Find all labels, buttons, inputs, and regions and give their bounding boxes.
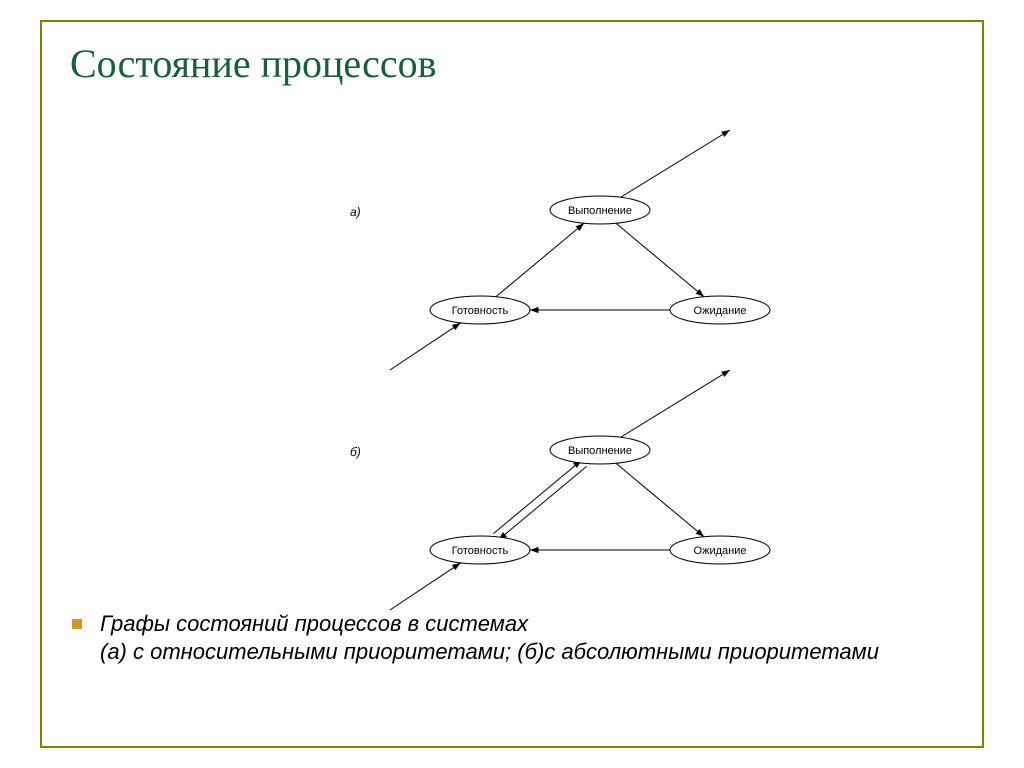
diagram-b: б) Выполнение Готовность Ожидание xyxy=(280,360,760,570)
state-node-label-wait: Ожидание xyxy=(694,545,747,557)
diagram-sublabel: а) xyxy=(350,205,361,219)
diagram-a: а) Выполнение Готовность Ожидание xyxy=(280,120,760,320)
slide: Состояние процессов а) Выполнение Готовнос… xyxy=(0,0,1024,768)
state-node-label-exec: Выполнение xyxy=(568,205,632,217)
bullet-icon xyxy=(72,619,82,629)
state-node-label-ready: Готовность xyxy=(452,305,509,317)
edge xyxy=(498,466,586,539)
state-node-label-ready: Готовность xyxy=(452,545,509,557)
edge xyxy=(616,223,704,296)
diagram-sublabel: б) xyxy=(350,445,361,459)
edge xyxy=(493,460,581,533)
edge xyxy=(621,370,730,437)
edge xyxy=(621,130,730,197)
slide-title: Состояние процессов xyxy=(70,40,437,87)
bullet-block: Графы состояний процессов в системах(а) … xyxy=(72,610,952,665)
edge xyxy=(616,463,704,536)
bullet-text: Графы состояний процессов в системах(а) … xyxy=(100,610,879,665)
state-node-label-exec: Выполнение xyxy=(568,445,632,457)
state-node-label-wait: Ожидание xyxy=(694,305,747,317)
edge xyxy=(496,223,584,296)
